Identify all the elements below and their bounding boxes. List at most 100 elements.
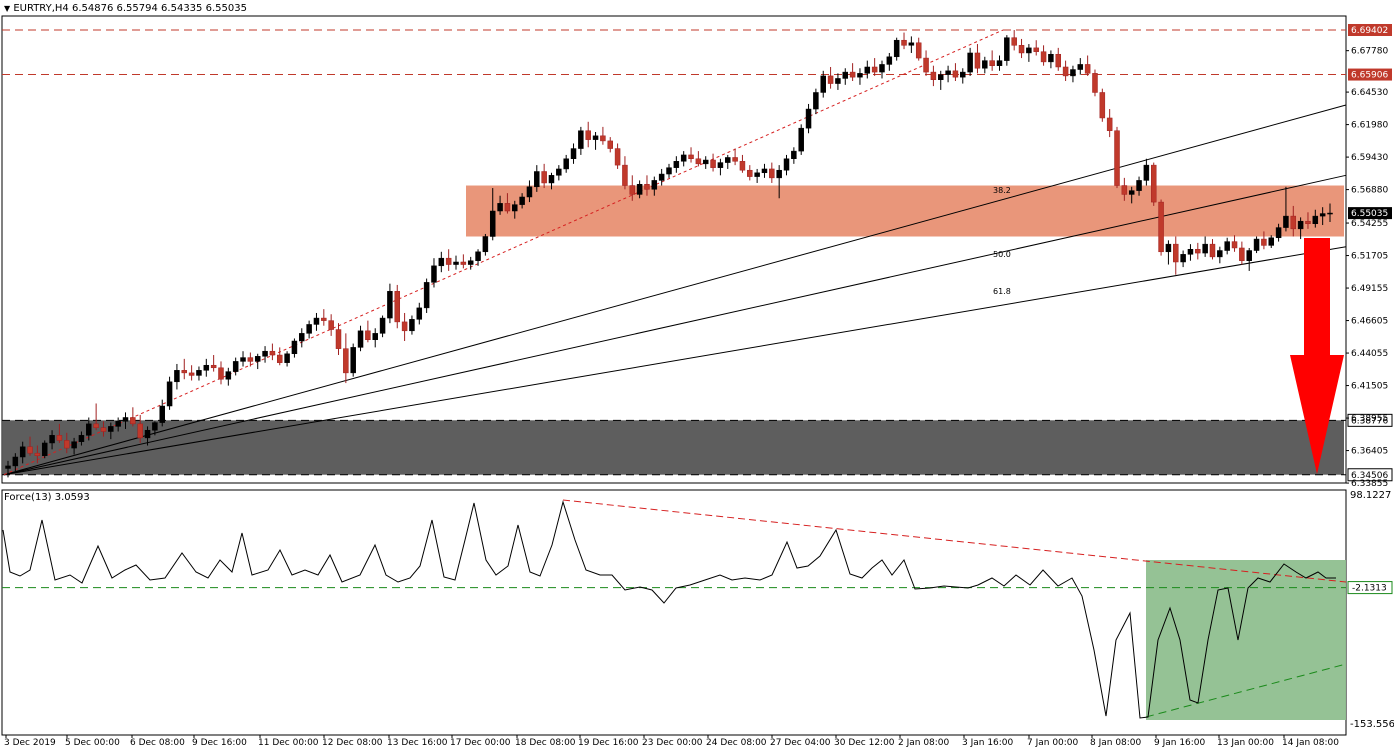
candle-body (1180, 254, 1186, 263)
candle-body (1011, 37, 1017, 46)
fib-fan-line (3, 104, 1347, 476)
candle-body (901, 39, 907, 46)
price-pane-frame (1, 15, 1347, 484)
price-tick-label: 6.46605 (1351, 317, 1388, 327)
force-highlight-zone (1146, 560, 1346, 720)
candle-body (893, 39, 900, 58)
price-tick-label: 6.64530 (1351, 88, 1388, 98)
candle-body (218, 367, 224, 380)
candle-body (1202, 243, 1208, 254)
candle-body (115, 421, 121, 427)
candle-body (761, 168, 768, 174)
candle-body (497, 203, 503, 212)
candle-body (1040, 51, 1047, 63)
price-tick-label: 6.56880 (1351, 186, 1388, 196)
candle-body (1084, 64, 1091, 74)
candle-body (908, 42, 915, 46)
candle-body (1106, 117, 1113, 131)
candle-body (372, 333, 378, 340)
candle-body (974, 52, 981, 69)
candle-body (1048, 53, 1054, 63)
level-label-bg (1348, 23, 1392, 36)
candle-body (629, 185, 636, 195)
time-axis-label: 27 Dec 04:00 (770, 738, 831, 748)
time-axis-label: 23 Dec 00:00 (642, 738, 703, 748)
candle-body (203, 364, 210, 371)
candle-body (702, 159, 709, 165)
candle-body (357, 330, 364, 348)
candle-body (1290, 215, 1297, 230)
menu-triangle-icon[interactable]: ▼ (4, 4, 11, 13)
indicator-label: Force(13) 3.0593 (4, 492, 90, 503)
force-level-bg (1347, 581, 1393, 595)
candle-body (423, 282, 430, 309)
candle-body (960, 71, 966, 78)
candle-body (614, 148, 621, 166)
candle-body (1136, 180, 1142, 191)
candle-body (269, 350, 276, 356)
time-axis-label: 5 Dec 00:00 (65, 738, 120, 748)
candle-body (1099, 92, 1106, 119)
candle-body (152, 422, 158, 431)
time-axis-label: 8 Jan 08:00 (1090, 738, 1142, 748)
candle-body (438, 257, 445, 267)
force-oscillator-line (2, 500, 1336, 719)
chart-header: ▼ EURTRY,H4 6.54876 6.55794 6.54335 6.55… (4, 3, 247, 14)
candle-body (1239, 247, 1245, 261)
candle-body (1187, 248, 1194, 255)
indicator-axis-top: 98.1227 (1350, 490, 1392, 501)
time-axis-label: 13 Dec 16:00 (387, 738, 448, 748)
candle-body (805, 108, 812, 129)
candle-body (710, 159, 716, 168)
force-level-label: -2.1313 (1352, 584, 1387, 594)
time-axis-label: 2 Jan 08:00 (898, 738, 950, 748)
candle-body (548, 175, 555, 184)
candle-body (688, 154, 694, 160)
candle-body (732, 157, 738, 162)
time-axis-label: 3 Dec 2019 (4, 738, 56, 748)
candle-body (1253, 238, 1260, 251)
candle-body (504, 203, 511, 212)
time-axis-label: 9 Dec 16:00 (192, 738, 247, 748)
candle-body (1209, 243, 1216, 258)
candle-body (482, 236, 489, 253)
price-tick-label: 6.41505 (1351, 382, 1388, 392)
time-axis-label: 12 Dec 08:00 (322, 738, 383, 748)
fib-label: 61.8 (993, 287, 1011, 296)
candle-body (776, 169, 782, 179)
candle-body (526, 186, 533, 198)
candle-body (489, 210, 496, 237)
level-label-bg (1348, 68, 1392, 81)
candle-body (365, 330, 371, 340)
candle-body (262, 350, 268, 357)
candle-body (592, 135, 599, 140)
current-price-label: 6.55035 (1351, 209, 1388, 219)
candle-body (86, 423, 92, 436)
indicator-axis-bottom: -153.5566 (1350, 719, 1394, 730)
candle-body (387, 291, 393, 319)
candle-body (534, 171, 540, 188)
candle-body (166, 381, 173, 407)
candle-body (1026, 47, 1032, 54)
candle-body (431, 265, 437, 283)
candle-body (1033, 47, 1039, 52)
candle-body (1275, 227, 1282, 239)
candle-body (1158, 201, 1164, 253)
candle-body (460, 261, 467, 265)
candle-body (556, 168, 562, 176)
candle-body (1018, 45, 1025, 54)
candle-body (1062, 66, 1069, 77)
candle-body (12, 456, 19, 467)
candle-body (512, 204, 518, 212)
candle-body (1070, 69, 1076, 77)
time-axis-label: 24 Dec 08:00 (706, 738, 767, 748)
candle-body (570, 148, 577, 160)
candle-body (1173, 243, 1179, 263)
candle-body (1246, 250, 1252, 261)
candle-body (181, 370, 188, 374)
candle-body (210, 364, 217, 369)
candle-body (41, 442, 48, 456)
candle-body (1283, 215, 1289, 228)
